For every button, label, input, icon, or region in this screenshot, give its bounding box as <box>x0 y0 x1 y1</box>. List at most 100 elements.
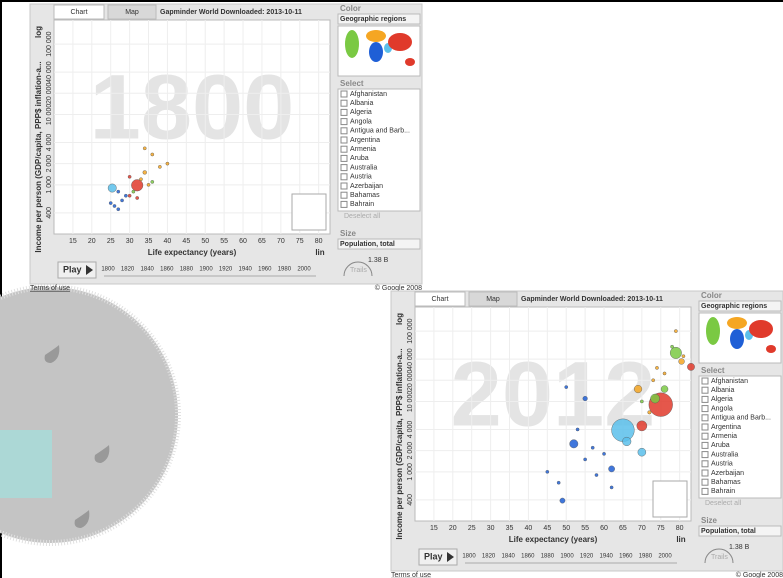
bubble[interactable] <box>637 447 647 457</box>
checkbox[interactable] <box>701 487 709 495</box>
trails-toggle[interactable]: Trails <box>350 267 367 274</box>
color-choice[interactable]: Geographic regions <box>701 303 767 310</box>
bubble[interactable] <box>678 358 685 365</box>
checkbox[interactable] <box>340 90 348 98</box>
bubble[interactable] <box>564 385 569 389</box>
trails-toggle[interactable]: Trails <box>711 554 728 561</box>
country-name[interactable]: Argentina <box>711 424 741 431</box>
color-dropdown[interactable] <box>698 300 782 312</box>
bubble[interactable] <box>582 396 588 402</box>
play-label[interactable]: Play <box>424 551 443 561</box>
bubble[interactable] <box>127 193 132 198</box>
bubble[interactable] <box>583 457 587 462</box>
bubble[interactable] <box>660 385 669 393</box>
country-name[interactable]: Algeria <box>350 109 372 116</box>
size-dropdown[interactable] <box>698 525 782 537</box>
bubble[interactable] <box>131 189 136 194</box>
country-name[interactable]: Angola <box>350 118 372 125</box>
bubble[interactable] <box>107 183 117 193</box>
bubble[interactable] <box>647 410 652 415</box>
bubble[interactable] <box>670 344 674 349</box>
play-label[interactable]: Play <box>63 264 82 274</box>
country-name[interactable]: Armenia <box>711 433 737 440</box>
bubble[interactable] <box>120 198 124 203</box>
bubble[interactable] <box>545 470 550 474</box>
bubble[interactable] <box>142 146 147 151</box>
checkbox[interactable] <box>340 191 348 199</box>
country-name[interactable]: Bahamas <box>350 192 380 199</box>
bubble[interactable] <box>165 161 170 166</box>
checkbox[interactable] <box>701 414 709 422</box>
country-name[interactable]: Antigua and Barb... <box>350 128 410 135</box>
bubble[interactable] <box>575 427 580 432</box>
bubble[interactable] <box>139 177 143 182</box>
country-name[interactable]: Azerbaijan <box>711 470 744 477</box>
bubble[interactable] <box>127 175 132 179</box>
bubble[interactable] <box>556 480 561 485</box>
bubble[interactable] <box>112 204 117 208</box>
bubble[interactable] <box>559 497 566 504</box>
country-name[interactable]: Angola <box>711 405 733 412</box>
checkbox[interactable] <box>340 173 348 181</box>
bubble[interactable] <box>611 418 635 442</box>
checkbox[interactable] <box>701 405 709 413</box>
color-choice[interactable]: Geographic regions <box>340 16 406 23</box>
checkbox[interactable] <box>701 432 709 440</box>
country-name[interactable]: Austria <box>711 461 733 468</box>
checkbox[interactable] <box>701 469 709 477</box>
checkbox[interactable] <box>701 451 709 459</box>
checkbox[interactable] <box>340 127 348 135</box>
checkbox[interactable] <box>701 395 709 403</box>
zoom-thumbnail[interactable] <box>652 480 688 518</box>
tab-label[interactable]: Map <box>125 9 139 16</box>
country-name[interactable]: Albania <box>350 100 373 107</box>
bubble[interactable] <box>594 473 599 477</box>
country-name[interactable]: Austria <box>350 174 372 181</box>
tab-label[interactable]: Chart <box>70 9 87 16</box>
terms-link[interactable]: Terms of use <box>30 285 70 292</box>
bubble[interactable] <box>116 207 121 212</box>
country-name[interactable]: Australia <box>350 164 377 171</box>
bubble[interactable] <box>651 378 655 383</box>
play-icon[interactable] <box>86 265 93 275</box>
bubble[interactable] <box>150 180 155 184</box>
bubble[interactable] <box>135 196 139 200</box>
bubble[interactable] <box>640 399 644 404</box>
bubble[interactable] <box>669 346 682 359</box>
play-icon[interactable] <box>447 552 454 562</box>
bubble[interactable] <box>662 371 667 376</box>
bubble[interactable] <box>674 329 678 333</box>
checkbox[interactable] <box>340 145 348 153</box>
bubble[interactable] <box>608 465 615 473</box>
bubble[interactable] <box>602 452 606 456</box>
size-dropdown[interactable] <box>337 238 421 250</box>
country-name[interactable]: Armenia <box>350 146 376 153</box>
country-name[interactable]: Bahrain <box>711 488 735 495</box>
checkbox[interactable] <box>340 154 348 162</box>
country-name[interactable]: Argentina <box>350 137 380 144</box>
checkbox[interactable] <box>701 441 709 449</box>
checkbox[interactable] <box>701 460 709 468</box>
country-name[interactable]: Bahamas <box>711 479 741 486</box>
country-name[interactable]: Afghanistan <box>711 378 748 385</box>
country-name[interactable]: Azerbaijan <box>350 183 383 190</box>
color-dropdown[interactable] <box>337 13 421 25</box>
deselect-all[interactable]: Deselect all <box>705 500 742 507</box>
bubble[interactable] <box>116 189 121 194</box>
bubble[interactable] <box>655 366 659 370</box>
zoom-thumbnail[interactable] <box>291 193 327 231</box>
x-scale-toggle[interactable]: lin <box>315 248 324 257</box>
x-scale-toggle[interactable]: lin <box>676 535 685 544</box>
bubble[interactable] <box>142 170 147 175</box>
tab-label[interactable]: Map <box>486 296 500 303</box>
checkbox[interactable] <box>701 386 709 394</box>
bubble[interactable] <box>590 445 595 450</box>
tab-map[interactable] <box>468 291 518 307</box>
checkbox[interactable] <box>340 118 348 126</box>
country-name[interactable]: Albania <box>711 387 734 394</box>
country-name[interactable]: Australia <box>711 451 738 458</box>
checkbox[interactable] <box>701 423 709 431</box>
bubble[interactable] <box>131 179 144 192</box>
bubble[interactable] <box>622 436 632 446</box>
checkbox[interactable] <box>340 164 348 172</box>
